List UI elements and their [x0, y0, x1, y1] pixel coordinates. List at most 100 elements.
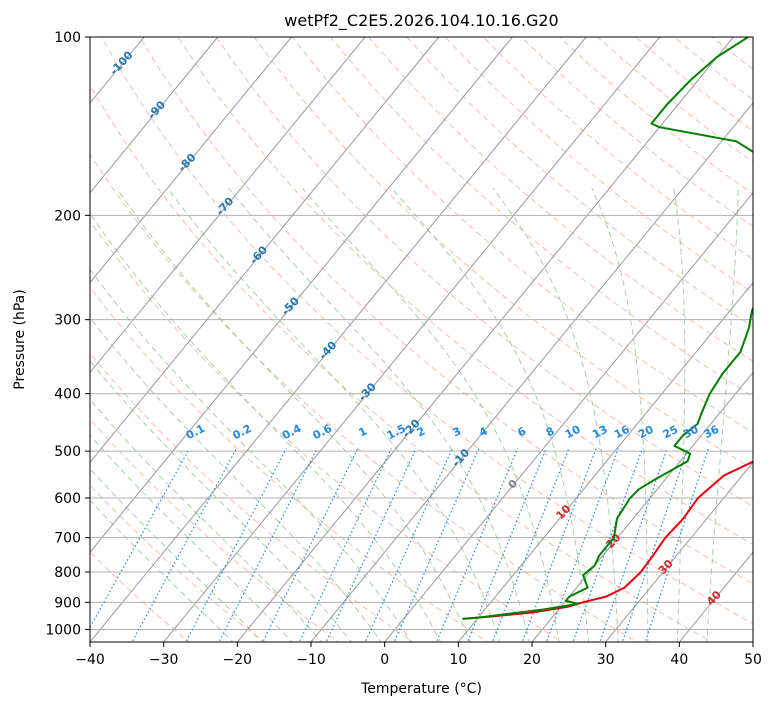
x-tick-label: −40 — [75, 652, 105, 668]
moist-adiabat-line — [302, 187, 560, 642]
plot-frame — [89, 36, 754, 643]
dewpoint-profile-line — [462, 37, 753, 620]
y-tick-label: 1000 — [45, 622, 81, 638]
isotherm-line — [236, 37, 734, 642]
x-tick-label: 30 — [597, 652, 615, 668]
mixing-ratio-labels: 0.1 0.2 0.4 0.6 1 1.5 2 3 4 6 8 10 13 16 20 25 30 36 — [184, 422, 722, 443]
dry-adiabat-line — [215, 37, 753, 507]
dry-adiabat-line — [90, 153, 639, 642]
y-tick-label: 800 — [54, 565, 81, 581]
mixing-ratio-label: 13 — [590, 423, 610, 442]
moist-adiabat-line — [492, 187, 619, 642]
mixing-ratio-line — [131, 448, 237, 642]
dry-adiabat-line — [90, 484, 265, 642]
moist-adiabat-line — [673, 188, 686, 642]
dry-adiabat-line — [673, 37, 753, 101]
isotherm-line — [310, 102, 753, 642]
dry-adiabat-line — [90, 220, 564, 642]
x-tick-label: 50 — [744, 652, 762, 668]
dry-adiabat-line — [520, 37, 753, 228]
y-axis-ticks: 100 200 300 400 500 600 700 800 900 1000 — [45, 30, 90, 638]
mixing-ratio-label: 0.1 — [184, 422, 207, 442]
isotherm-line — [90, 37, 513, 553]
mixing-ratio-label: 8 — [544, 425, 557, 440]
isotherm-line — [90, 37, 219, 194]
x-axis-ticks: −40 −30 −20 −10 0 10 20 30 40 50 — [75, 642, 762, 668]
dry-adiabat-line — [139, 37, 753, 585]
moist-adiabat-line — [116, 187, 471, 642]
mixing-ratio-label: 20 — [636, 423, 656, 442]
mixing-ratio-line — [218, 448, 318, 642]
y-axis-label: Pressure (hPa) — [12, 289, 28, 389]
x-tick-label: −30 — [149, 652, 179, 668]
isotherm-line — [384, 192, 753, 642]
x-tick-label: 10 — [449, 652, 467, 668]
dry-adiabat-line — [597, 37, 753, 163]
mixing-ratio-label: 10 — [563, 423, 583, 442]
mixing-ratio-label: 16 — [612, 423, 632, 442]
dry-adiabat-line — [482, 37, 753, 260]
y-tick-label: 600 — [54, 491, 81, 507]
isotherms — [0, 37, 753, 642]
isotherm-line — [90, 37, 440, 464]
mixing-ratio-label: 0.4 — [280, 422, 304, 443]
y-tick-label: 200 — [54, 208, 81, 224]
moist-adiabat-line — [228, 187, 530, 642]
mixing-ratio-line — [599, 448, 668, 642]
moist-adiabat-line — [90, 212, 441, 642]
mixing-ratio-line — [545, 448, 619, 642]
y-tick-label: 900 — [54, 595, 81, 611]
mixing-ratio-line — [466, 448, 547, 642]
chart-title: wetPf2_C2E5.2026.104.10.16.G20 — [284, 11, 558, 31]
isotherm-line — [163, 37, 661, 642]
x-tick-label: 40 — [670, 652, 688, 668]
isotherm-line — [90, 37, 587, 642]
mixing-ratio-line — [644, 448, 709, 642]
isotherm-line — [0, 37, 70, 642]
x-tick-label: 20 — [523, 652, 541, 668]
moist-adiabat-line — [90, 317, 382, 642]
moist-adiabat-line — [90, 434, 293, 642]
mixing-ratio-line — [90, 448, 191, 629]
dry-adiabat-line — [90, 352, 414, 642]
mixing-ratio-label: 36 — [702, 423, 722, 442]
isotherm-line — [752, 641, 753, 642]
mixing-ratio-line — [491, 448, 570, 642]
mixing-ratio-line — [435, 448, 519, 642]
isotherm-line — [678, 551, 753, 642]
x-tick-label: 0 — [380, 652, 389, 668]
mixing-ratio-line — [325, 448, 417, 642]
dry-adiabat-line — [406, 37, 753, 328]
y-tick-label: 100 — [54, 30, 81, 46]
isotherm-line — [90, 37, 366, 374]
y-tick-label: 500 — [54, 444, 81, 460]
moist-adiabat-line — [90, 467, 264, 642]
pressure-gridlines — [90, 37, 753, 630]
mixing-ratio-label: 6 — [516, 424, 529, 439]
profile-series — [462, 37, 753, 620]
mixing-ratio-label: 0.6 — [311, 422, 335, 443]
dry-adiabat-line — [101, 37, 753, 625]
dry-adiabat-line — [90, 418, 340, 642]
mixing-ratio-label: 1 — [356, 425, 369, 440]
moist-adiabat-line — [591, 187, 649, 642]
isotherm-line — [531, 371, 753, 642]
dry-adiabat-line — [177, 37, 753, 546]
x-axis-label: Temperature (°C) — [360, 681, 482, 697]
isotherm-line — [90, 37, 292, 284]
mixing-ratio-line — [393, 448, 480, 642]
mixing-ratio-lines — [90, 448, 709, 642]
moist-adiabat-line — [706, 188, 739, 642]
mixing-ratio-label: 2 — [415, 425, 428, 440]
mixing-ratio-line — [298, 448, 392, 642]
y-tick-label: 400 — [54, 387, 81, 403]
y-tick-label: 700 — [54, 531, 81, 547]
dry-adiabat-line — [253, 37, 753, 470]
mixing-ratio-label: 3 — [451, 425, 464, 440]
moist-adiabat-line — [90, 499, 234, 642]
isotherm-line — [605, 461, 753, 642]
y-tick-label: 300 — [54, 313, 81, 329]
moist-adiabat-line — [90, 398, 323, 642]
